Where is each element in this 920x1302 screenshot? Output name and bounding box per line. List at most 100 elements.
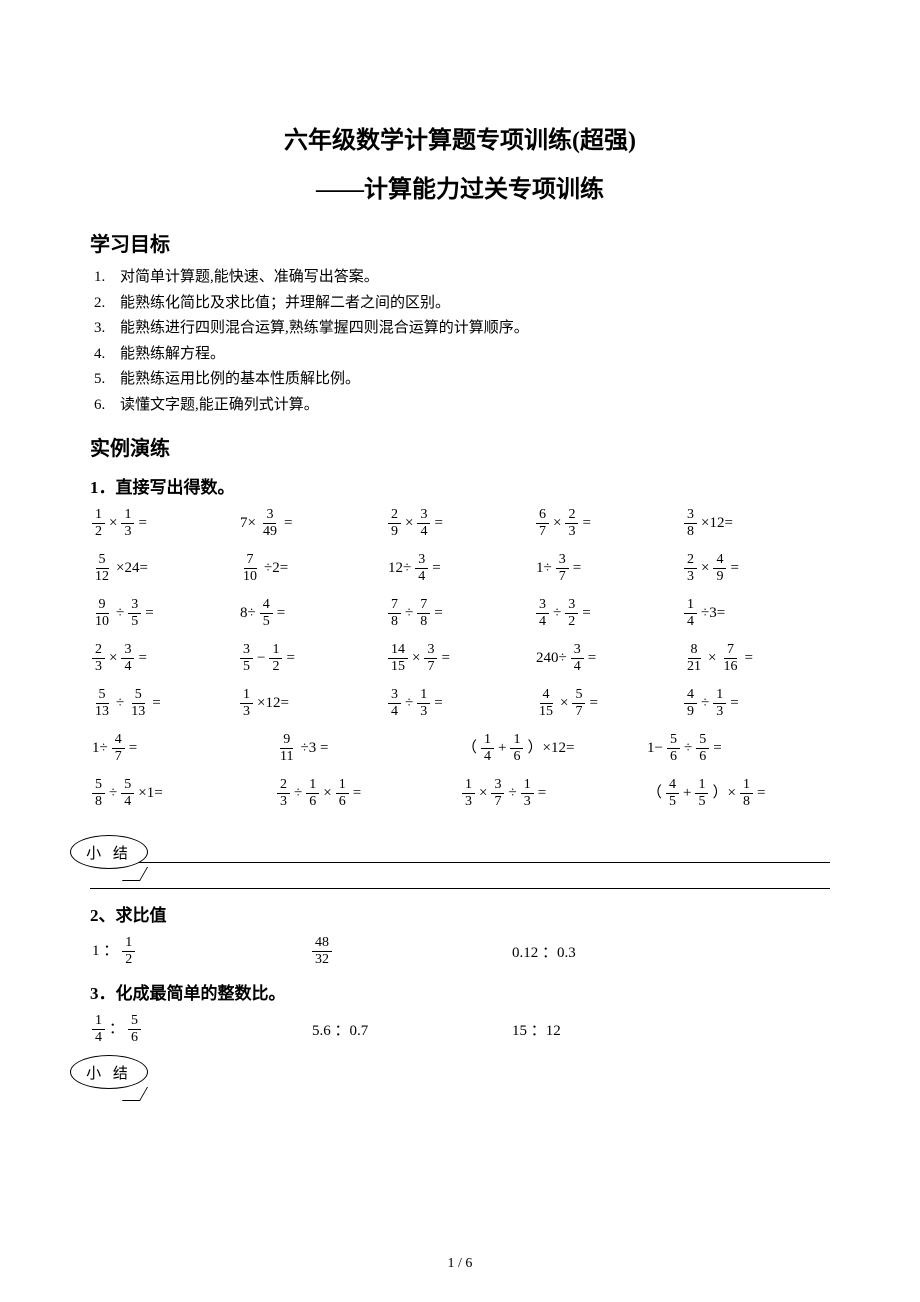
fraction: 35	[240, 643, 253, 674]
expression-cell: 5.6 ：0.7	[310, 1014, 510, 1045]
fraction: 14	[481, 733, 494, 764]
expression-cell: 29×34=	[386, 508, 534, 539]
expression-cell: 23×34=	[90, 643, 238, 674]
fraction: 47	[112, 733, 125, 764]
math-text: ×	[412, 650, 420, 666]
fraction: 45	[260, 598, 273, 629]
math-text: 1−	[647, 740, 663, 756]
goal-text: 读懂文字题,能正确列式计算。	[120, 397, 319, 413]
page-footer: 1 / 6	[0, 1256, 920, 1272]
math-text: +	[683, 785, 691, 801]
fraction: 415	[536, 688, 556, 719]
math-text: ×1=	[138, 785, 162, 801]
expression-cell: 240÷34=	[534, 643, 682, 674]
fraction: 513	[128, 688, 148, 719]
expression-cell: 58÷54×1=	[90, 778, 275, 809]
math-text: ）×	[712, 785, 735, 801]
fraction: 16	[510, 733, 523, 764]
math-text: +	[498, 740, 506, 756]
q1-grid-5col: 12×13=7×349=29×34=67×23=38×12=512×24=710…	[90, 508, 830, 719]
fraction: 23	[277, 778, 290, 809]
fraction: 32	[565, 598, 578, 629]
math-text: ÷	[294, 785, 302, 801]
q3-grid: 14：565.6 ：0.715 ：12	[90, 1014, 830, 1045]
math-text: =	[145, 605, 153, 621]
goal-item: 5.能熟练运用比例的基本性质解比例。	[94, 367, 830, 393]
math-text: ×24=	[116, 560, 148, 576]
goal-item: 4.能熟练解方程。	[94, 342, 830, 368]
fraction: 37	[424, 643, 437, 674]
math-text: =	[138, 650, 146, 666]
summary-bubble: 小 结	[70, 835, 148, 869]
goals-list: 1.对简单计算题,能快速、准确写出答案。2.能熟练化简比及求比值；并理解二者之间…	[90, 265, 830, 418]
goal-item: 1.对简单计算题,能快速、准确写出答案。	[94, 265, 830, 291]
expression-cell: 15 ：12	[510, 1014, 830, 1045]
goal-text: 能熟练解方程。	[120, 346, 225, 362]
goal-number: 1.	[94, 265, 120, 291]
math-text: 1÷	[536, 560, 552, 576]
goals-heading: 学习目标	[90, 228, 830, 257]
expression-cell: 12÷34=	[386, 553, 534, 584]
expression-cell: 1÷47=	[90, 733, 275, 764]
fraction: 16	[336, 778, 349, 809]
page-title: 六年级数学计算题专项训练(超强)	[90, 120, 830, 155]
goal-number: 6.	[94, 393, 120, 419]
math-text: ×12=	[257, 695, 289, 711]
fraction: 12	[92, 508, 105, 539]
math-text: ×	[708, 650, 716, 666]
math-text: =	[277, 605, 285, 621]
fraction: 13	[240, 688, 253, 719]
math-text: ×	[109, 650, 117, 666]
fraction: 78	[388, 598, 401, 629]
math-text: 12÷	[388, 560, 411, 576]
blank-line	[90, 843, 830, 863]
fraction: 13	[121, 508, 134, 539]
math-text: =	[434, 605, 442, 621]
fraction: 512	[92, 553, 112, 584]
math-text: =	[730, 695, 738, 711]
q1-grid-4col: 1÷47=911÷3 =（14+16）×12=1−56÷56=58÷54×1=2…	[90, 733, 830, 809]
math-text: 8÷	[240, 605, 256, 621]
goal-number: 4.	[94, 342, 120, 368]
fraction: 34	[417, 508, 430, 539]
math-text: =	[582, 605, 590, 621]
expression-cell: 14：56	[90, 1014, 310, 1045]
math-text: ×	[479, 785, 487, 801]
expression-cell: 23×49=	[682, 553, 830, 584]
fraction: 1415	[388, 643, 408, 674]
expression-cell: （45+15）×18=	[645, 778, 830, 809]
fraction: 56	[128, 1014, 141, 1045]
math-text: ：	[109, 1021, 124, 1037]
expression-cell: 78÷78=	[386, 598, 534, 629]
math-text: ÷3=	[701, 605, 725, 621]
math-text: 0.12 ：0.3	[512, 945, 576, 961]
expression-cell: 512×24=	[90, 553, 238, 584]
math-text: ÷	[405, 695, 413, 711]
math-text: =	[744, 650, 752, 666]
expression-cell: 34÷13=	[386, 688, 534, 719]
expression-cell: 1 ：12	[90, 936, 310, 967]
expression-cell: 1÷37=	[534, 553, 682, 584]
expression-cell: 13×12=	[238, 688, 386, 719]
expression-cell: 14÷3=	[682, 598, 830, 629]
fraction: 34	[536, 598, 549, 629]
math-text: ×	[701, 560, 709, 576]
math-text: =	[138, 515, 146, 531]
goal-number: 2.	[94, 291, 120, 317]
math-text: ×	[560, 695, 568, 711]
math-text: ÷	[116, 695, 124, 711]
fraction: 16	[306, 778, 319, 809]
fraction: 911	[277, 733, 296, 764]
expression-cell: 38×12=	[682, 508, 830, 539]
math-text: 15 ：12	[512, 1023, 561, 1039]
fraction: 56	[696, 733, 709, 764]
expression-cell: 1−56÷56=	[645, 733, 830, 764]
math-text: =	[286, 650, 294, 666]
expression-cell: 910÷35=	[90, 598, 238, 629]
fraction: 23	[684, 553, 697, 584]
goal-item: 2.能熟练化简比及求比值；并理解二者之间的区别。	[94, 291, 830, 317]
q2-grid: 1 ：1248320.12 ：0.3	[90, 936, 830, 967]
math-text: 7×	[240, 515, 256, 531]
expression-cell: 911÷3 =	[275, 733, 460, 764]
math-text: =	[353, 785, 361, 801]
